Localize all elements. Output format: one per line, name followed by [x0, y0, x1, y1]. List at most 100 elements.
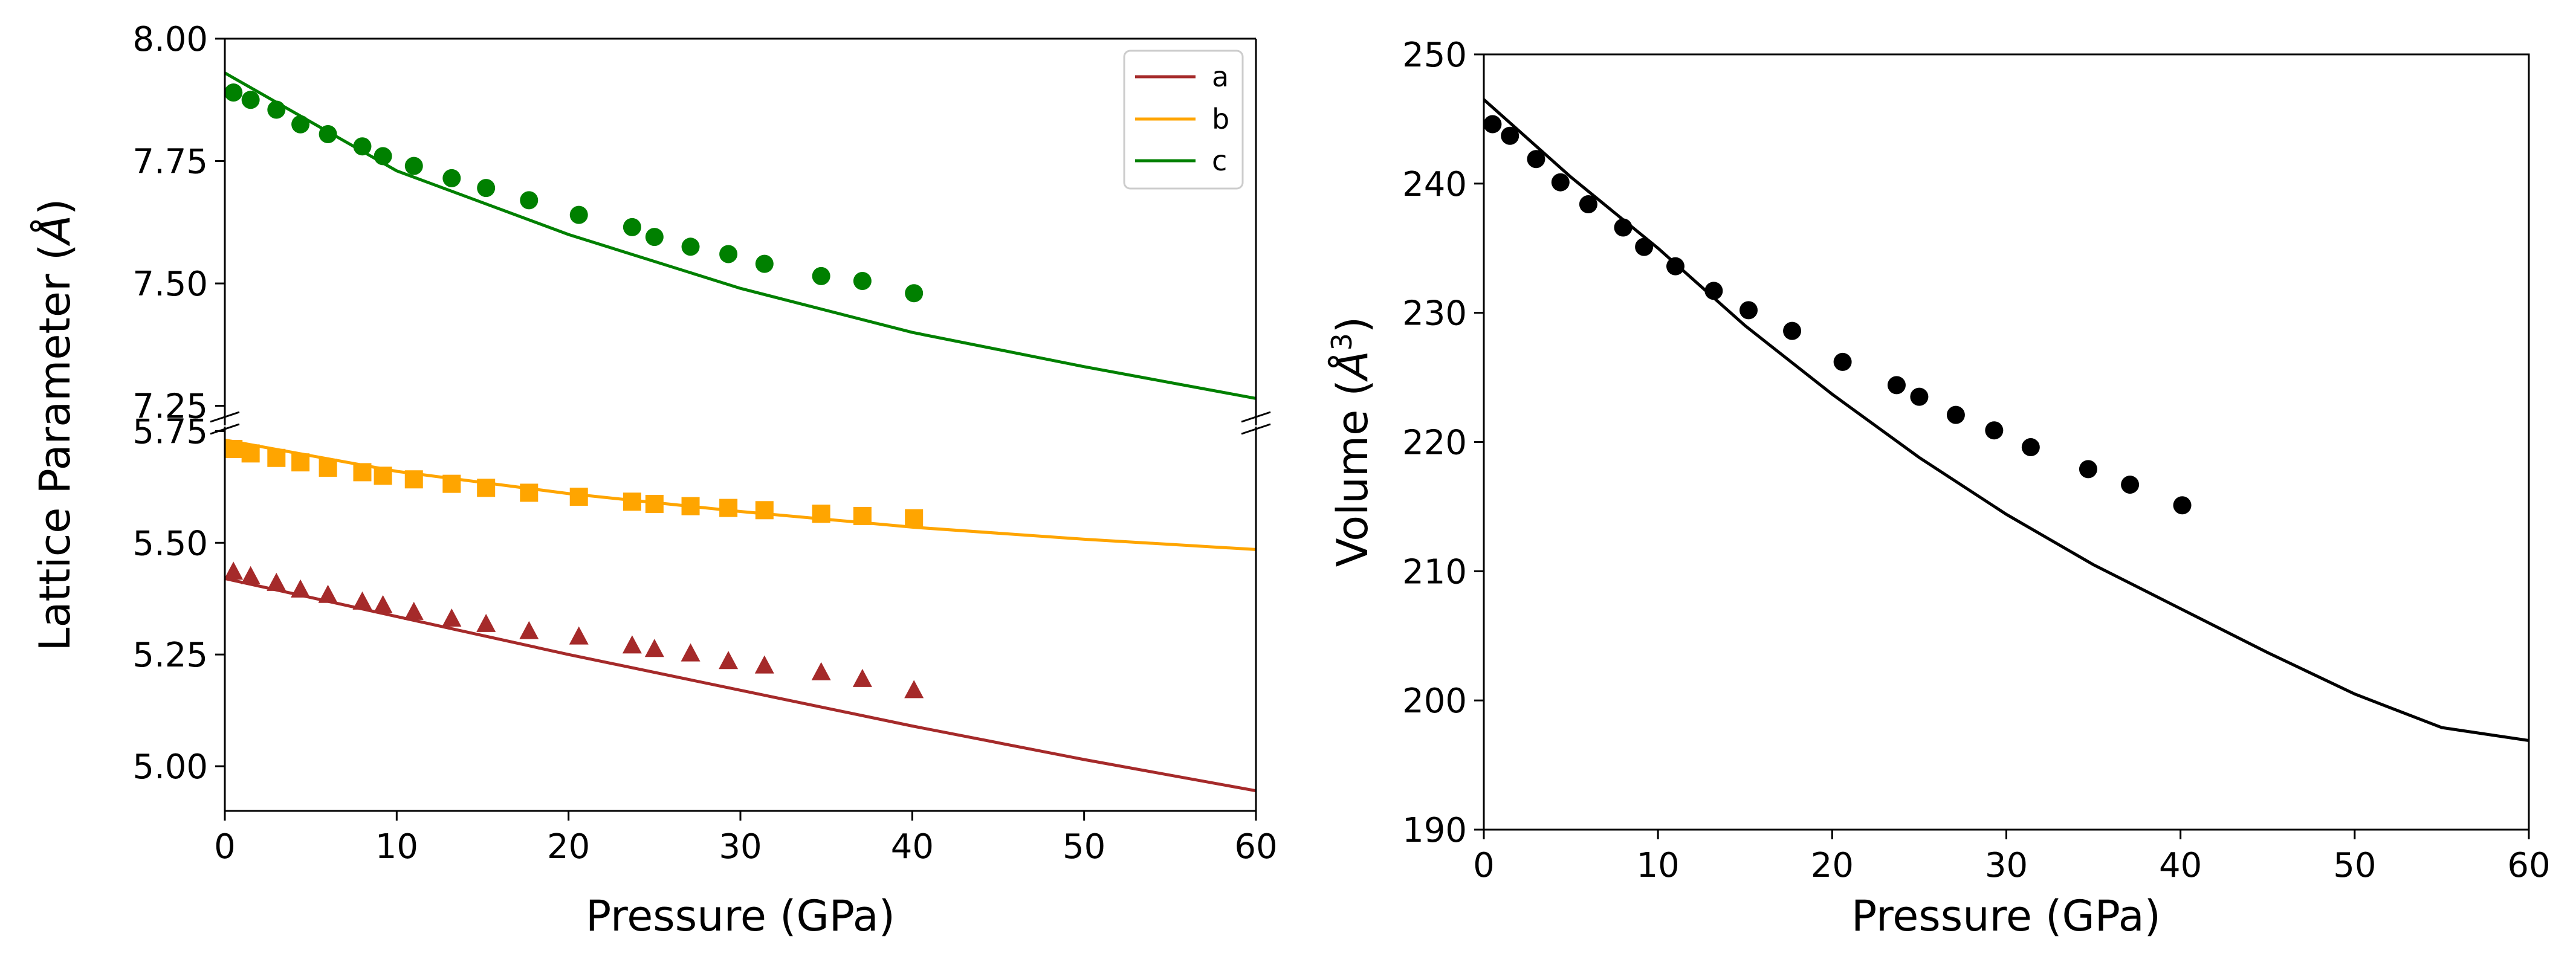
data-point-b [681, 497, 700, 515]
volume-fit-line [1484, 98, 2529, 742]
data-point-a [241, 566, 261, 584]
right-x-tick-label: 60 [2507, 846, 2550, 885]
right-x-tick-label: 20 [1811, 846, 1854, 885]
volume-data-point [1833, 352, 1852, 371]
left-lower-y-tick-label: 5.50 [132, 524, 208, 563]
volume-data-point [1614, 218, 1633, 237]
data-point-b [374, 466, 392, 485]
volume-data-point [1501, 126, 1519, 145]
data-point-b [623, 492, 641, 511]
legend: a b c [1123, 50, 1244, 190]
left-y-ticks: 8.00 7.75 7.50 7.255.75 5.50 5.25 5.00 [132, 20, 225, 787]
data-point-a [904, 680, 924, 699]
data-point-a [519, 621, 539, 639]
data-point-c [853, 272, 872, 291]
left-lower-y-tick-label: 5.00 [132, 747, 208, 787]
volume-data-point [1483, 115, 1502, 134]
data-point-a [442, 608, 462, 627]
volume-data-point [2121, 476, 2140, 494]
volume-data-point [1666, 257, 1684, 276]
left-lower-y-tick-label: 5.75 [132, 412, 208, 451]
left-x-tick-label: 0 [214, 827, 236, 867]
axis-break-marks [210, 411, 1271, 435]
data-point-a [719, 651, 739, 670]
data-point-c [719, 245, 738, 263]
data-point-a [404, 601, 424, 620]
data-point-b [224, 439, 243, 458]
data-point-b [442, 474, 461, 493]
right-y-label-unit: Å [1328, 350, 1377, 382]
data-point-a [291, 579, 311, 598]
right-y-tick-label: 250 [1402, 36, 1467, 75]
data-point-c [353, 137, 372, 156]
data-point-c [374, 147, 392, 166]
volume-data-point [1783, 321, 1802, 340]
break-mark-right-lower [1241, 423, 1271, 435]
data-point-c [520, 191, 539, 210]
right-y-tick-label: 220 [1402, 424, 1467, 463]
data-point-b [353, 463, 372, 482]
data-point-c [442, 169, 461, 187]
data-point-c [645, 228, 664, 247]
data-point-a [681, 643, 701, 662]
fit-line-b [225, 438, 1256, 551]
data-point-b [755, 501, 774, 520]
left-x-tick-label: 60 [1234, 827, 1277, 867]
right-y-label-suffix: ) [1328, 317, 1377, 333]
legend-label-b: b [1212, 103, 1229, 135]
lattice-data-points [224, 83, 924, 699]
left-x-tick-label: 10 [375, 827, 418, 867]
left-x-tick-label: 30 [719, 827, 762, 867]
break-mark-right-upper [1241, 411, 1271, 423]
right-y-tick-label: 190 [1402, 811, 1467, 850]
data-point-b [905, 509, 924, 528]
right-x-tick-label: 50 [2333, 846, 2376, 885]
data-point-c [291, 115, 310, 134]
break-mark-left-upper [210, 411, 240, 423]
right-x-tick-label: 30 [1985, 846, 2028, 885]
data-point-b [404, 470, 423, 489]
data-point-a [569, 626, 589, 645]
right-y-tick-label: 210 [1402, 552, 1467, 592]
upper-fit-lines [225, 71, 1256, 400]
data-point-b [319, 459, 337, 477]
data-point-b [291, 453, 310, 472]
right-y-label-prefix: Volume ( [1328, 379, 1377, 567]
volume-data-point [1910, 387, 1929, 406]
right-x-ticks: 0 10 20 30 40 50 60 [1473, 830, 2551, 885]
data-point-a [811, 662, 831, 680]
data-point-a [267, 572, 286, 591]
data-point-c [623, 218, 641, 236]
data-point-c [241, 91, 260, 109]
right-x-axis-label: Pressure (GPa) [1851, 891, 2161, 941]
left-upper-y-tick-label: 7.25 [132, 387, 208, 427]
volume-panel: 0 10 20 30 40 50 60 190 200 210 220 230 240 250 Pres… [1325, 36, 2551, 941]
volume-data-point [1704, 282, 1723, 300]
volume-data-point [1887, 376, 1906, 395]
lower-fit-lines [225, 438, 1256, 793]
right-y-tick-label: 240 [1402, 165, 1467, 204]
data-point-a [352, 591, 372, 610]
data-point-a [644, 639, 664, 657]
volume-data-point [1579, 195, 1597, 214]
data-point-b [645, 494, 664, 513]
data-point-c [319, 124, 337, 143]
data-point-a [373, 595, 393, 613]
data-point-c [681, 237, 700, 256]
data-point-a [622, 635, 642, 654]
data-point-b [812, 505, 830, 523]
left-y-label-prefix: Lattice Parameter ( [30, 244, 80, 651]
volume-data-point [1739, 301, 1758, 320]
left-y-label-unit: Å [30, 215, 80, 247]
left-lower-y-tick-label: 5.25 [132, 636, 208, 675]
break-mark-left-lower [210, 423, 240, 435]
data-point-c [569, 205, 588, 224]
data-point-c [477, 179, 496, 198]
data-point-a [852, 668, 872, 687]
data-point-b [719, 499, 738, 517]
fit-line-a [225, 576, 1256, 793]
data-point-b [569, 488, 588, 506]
left-x-tick-label: 40 [891, 827, 934, 867]
